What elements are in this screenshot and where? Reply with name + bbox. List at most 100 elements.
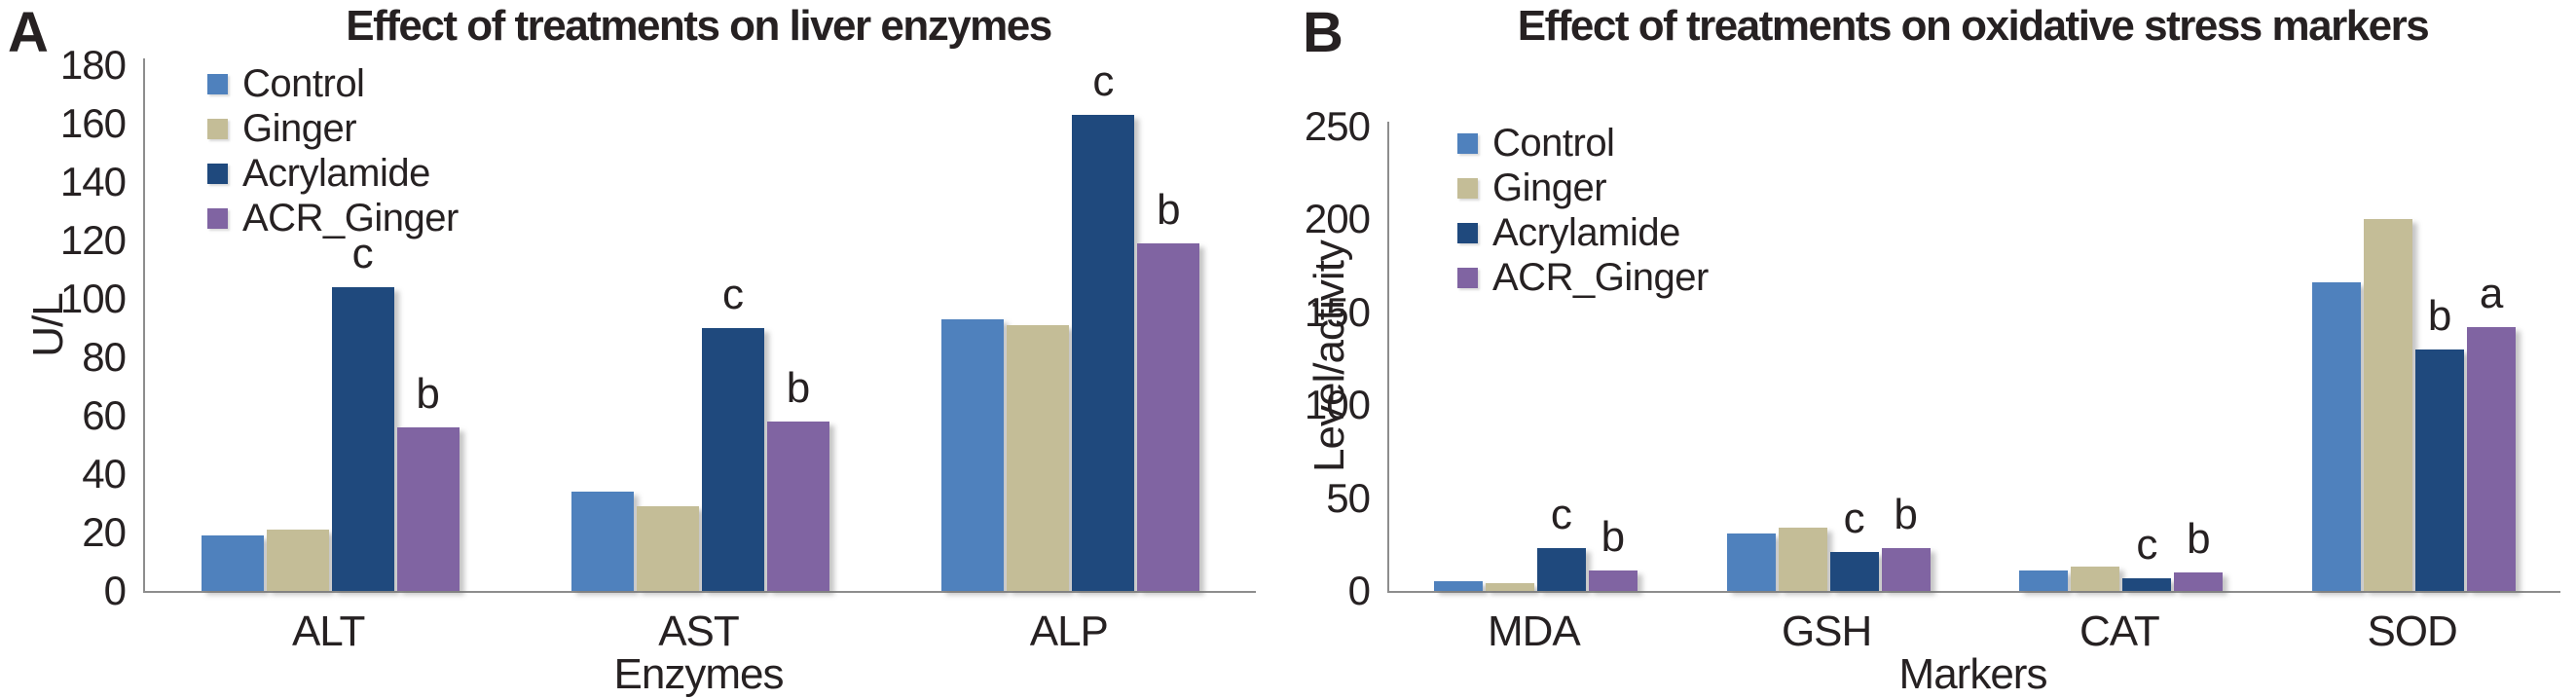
bar-fill — [2019, 570, 2069, 591]
category-label-ast: AST — [658, 607, 740, 655]
legend-label: Acrylamide — [1492, 211, 1680, 254]
bar-control-gsh — [1726, 533, 1776, 591]
legend-label: Control — [242, 62, 365, 105]
bar-fill — [701, 328, 764, 591]
y-tick-label: 180 — [59, 42, 127, 88]
bar-control-sod — [2312, 282, 2362, 591]
y-tick-label: 40 — [82, 451, 127, 497]
category-label-gsh: GSH — [1781, 607, 1872, 655]
y-tick-label: 20 — [82, 509, 127, 555]
y-tick-labels-a: 0 20 40 60 80 100 120 140 160 180 — [0, 42, 133, 613]
bar-ginger-gsh — [1778, 528, 1827, 591]
legend-item-control: Control — [1457, 124, 1709, 163]
bar-acrylamide-gsh: c — [1829, 495, 1879, 591]
bar-ginger-sod — [2364, 219, 2413, 591]
bar-fill — [396, 427, 460, 591]
x-axis-title-a: Enzymes — [613, 650, 785, 698]
bar-fill — [1881, 548, 1931, 591]
bar-fill — [266, 530, 329, 591]
bar-acrylamide-ast: c — [701, 272, 764, 591]
significance-letter: c — [1550, 491, 1572, 539]
bar-acrylamide-alp: c — [1072, 58, 1135, 591]
bar-ginger-mda — [1485, 583, 1534, 591]
bar-control-alt — [201, 535, 264, 591]
y-tick-label: 200 — [1304, 196, 1371, 242]
significance-letter: c — [351, 230, 374, 277]
plot-area-b: 0 50 100 150 200 250 Control Ginger Acrylamide A… — [1305, 103, 2560, 613]
significance-letter: c — [1843, 494, 1865, 542]
bar-fill — [636, 506, 699, 591]
y-tick-label: 60 — [82, 392, 127, 438]
bar-fill — [1072, 115, 1135, 591]
bar-fill — [2122, 577, 2172, 591]
legend-item-acrylamide: Acrylamide — [207, 154, 459, 193]
y-tick-label: 140 — [59, 159, 127, 204]
bar-fill — [1778, 528, 1827, 591]
legend-item-control: Control — [207, 64, 459, 103]
category-label-cat: CAT — [2079, 607, 2160, 655]
bar-acr_ginger-gsh: b — [1881, 492, 1931, 591]
bar-acr_ginger-alp: b — [1137, 187, 1200, 591]
panel-b: B Effect of treatments on oxidative stre… — [1295, 0, 2576, 698]
significance-letter: b — [1894, 491, 1918, 539]
significance-letter: a — [2479, 270, 2504, 318]
legend-label: Acrylamide — [242, 152, 430, 195]
category-label-alp: ALP — [1029, 607, 1109, 655]
legend-swatch-icon — [207, 207, 228, 229]
x-axis-title-b: Markers — [1898, 650, 2048, 698]
bar-fill — [1485, 583, 1534, 591]
legend-label: Control — [1492, 122, 1615, 165]
legend-label: Ginger — [242, 107, 357, 150]
significance-letter: b — [1601, 513, 1626, 562]
legend-label: Ginger — [1492, 166, 1607, 209]
bar-acrylamide-alt: c — [331, 231, 394, 591]
bar-fill — [2415, 349, 2465, 591]
legend-item-acrylamide: Acrylamide — [1457, 213, 1709, 252]
panel-letter-a: A — [8, 1, 49, 64]
legend-item-ginger: Ginger — [207, 109, 459, 148]
bar-fill — [1536, 548, 1586, 591]
y-tick-label: 80 — [82, 334, 127, 380]
category-label-mda: MDA — [1487, 607, 1581, 655]
significance-letter: b — [2187, 514, 2211, 563]
y-tick-label: 100 — [59, 276, 127, 321]
category-label-alt: ALT — [291, 607, 365, 655]
bar-fill — [1588, 570, 1638, 591]
legend-swatch-icon — [207, 163, 228, 184]
y-tick-labels-b: 0 50 100 150 200 250 — [1233, 103, 1378, 613]
legend-swatch-icon — [207, 73, 228, 94]
bar-fill — [2071, 567, 2120, 591]
y-tick-label: 150 — [1304, 288, 1371, 335]
significance-letter: c — [1092, 57, 1115, 105]
bar-fill — [2364, 219, 2413, 591]
legend-item-ginger: Ginger — [1457, 168, 1709, 207]
y-tick-label: 160 — [59, 100, 127, 146]
bar-acrylamide-mda: c — [1536, 492, 1586, 591]
y-tick-label: 100 — [1304, 382, 1371, 428]
bar-fill — [331, 287, 394, 591]
significance-letter: b — [2427, 291, 2452, 340]
legend-swatch-icon — [1457, 177, 1478, 199]
y-tick-label: 0 — [103, 568, 127, 613]
plot-area-a: 0 20 40 60 80 100 120 140 160 180 Control Ginger Ac… — [60, 42, 1256, 613]
significance-letter: c — [721, 271, 744, 318]
bar-control-ast — [570, 492, 634, 591]
bar-control-cat — [2019, 570, 2069, 591]
significance-letter: c — [2136, 520, 2158, 569]
legend-swatch-icon — [1457, 132, 1478, 154]
bar-control-mda — [1433, 581, 1483, 591]
bar-fill — [1829, 551, 1879, 591]
bar-ginger-alp — [1007, 325, 1070, 591]
bar-fill — [2174, 571, 2224, 591]
y-tick-label: 120 — [59, 217, 127, 263]
y-tick-label: 50 — [1326, 474, 1371, 521]
panel-a: A Effect of treatments on liver enzymes … — [0, 0, 1295, 698]
bar-acr_ginger-ast: b — [766, 365, 829, 591]
